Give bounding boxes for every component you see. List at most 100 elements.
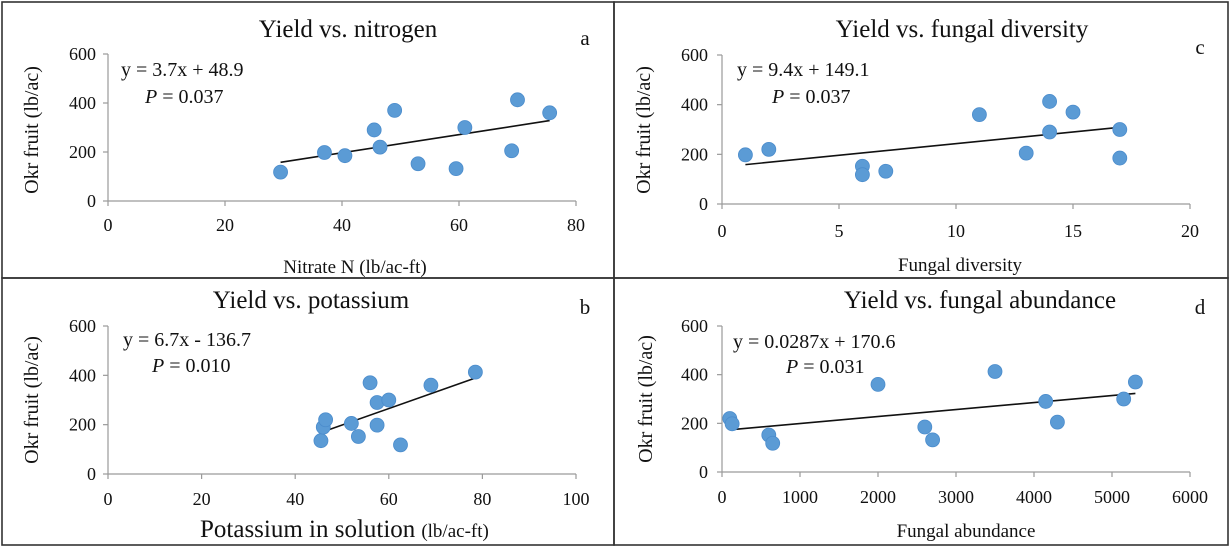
y-axis-label: Okr fruit (lb/ac) <box>633 66 655 194</box>
data-point <box>313 433 329 449</box>
regression-equation: y = 3.7x + 48.9 <box>121 59 244 81</box>
data-point <box>381 392 397 408</box>
x-tick-label: 1000 <box>782 487 818 507</box>
data-point <box>870 376 886 392</box>
data-point <box>366 122 382 138</box>
data-point <box>972 107 987 122</box>
x-axis-unit: (lb/ac-ft) <box>421 521 489 542</box>
x-tick-label: 20 <box>193 489 211 509</box>
y-tick-label: 400 <box>69 365 96 385</box>
x-tick-label: 5 <box>835 221 844 241</box>
data-point <box>1112 150 1128 166</box>
x-tick-label: 10 <box>947 221 965 241</box>
chart-panel-b: Yield vs. potassium b 0 200 400 600 0 20 40 60 80 1… <box>21 287 590 543</box>
data-point <box>987 364 1003 379</box>
data-point <box>738 147 753 163</box>
y-axis-label: Okr fruit (lb/ac) <box>635 335 657 463</box>
data-point <box>1042 94 1057 109</box>
x-axis-label: Fungal diversity <box>898 255 1023 276</box>
data-point <box>350 429 366 444</box>
data-point <box>1116 391 1132 407</box>
x-tick-label: 5000 <box>1094 487 1130 507</box>
y-axis-label: Okr fruit (lb/ac) <box>21 336 43 464</box>
data-point <box>878 163 894 179</box>
chart-title: Yield vs. fungal diversity <box>836 16 1089 43</box>
data-point <box>1038 394 1054 409</box>
data-point <box>317 145 332 160</box>
p-value-text: P = 0.010 <box>151 355 231 377</box>
regression-equation: y = 6.7x - 136.7 <box>123 329 251 351</box>
data-point <box>542 105 558 121</box>
panel-frame <box>613 1 1229 279</box>
data-point <box>318 412 334 428</box>
regression-equation: y = 9.4x + 149.1 <box>737 59 870 81</box>
x-axis-label: Potassium in solution <box>200 516 416 543</box>
chart-title: Yield vs. fungal abundance <box>844 287 1116 314</box>
data-point <box>343 416 359 431</box>
data-point <box>1112 122 1128 137</box>
p-value: = 0.037 <box>784 86 850 108</box>
x-axis-title: Potassium in solution (lb/ac-ft) <box>200 516 489 543</box>
chart-panel-a: Yield vs. nitrogen a 0 200 400 600 0 20 40 60 80 y … <box>21 16 590 278</box>
panel-letter: c <box>1195 35 1204 59</box>
x-tick-label: 80 <box>567 215 585 235</box>
data-point <box>510 92 525 108</box>
y-tick-label: 200 <box>69 415 96 435</box>
data-point <box>724 416 740 432</box>
y-tick-label: 0 <box>699 194 708 214</box>
x-tick-label: 20 <box>216 215 234 235</box>
x-tick-label: 6000 <box>1172 487 1208 507</box>
p-value-text: P = 0.037 <box>144 86 224 108</box>
y-tick-label: 200 <box>681 144 708 164</box>
data-point <box>369 417 385 433</box>
chart-title: Yield vs. nitrogen <box>259 16 438 43</box>
x-tick-label: 0 <box>718 487 727 507</box>
data-point <box>387 102 403 118</box>
p-value: = 0.037 <box>157 86 223 108</box>
data-point <box>504 143 520 159</box>
x-tick-label: 80 <box>473 489 491 509</box>
p-label: P <box>144 86 157 108</box>
x-axis-label: Nitrate N (lb/ac-ft) <box>283 257 426 278</box>
y-tick-label: 0 <box>87 191 96 211</box>
y-axis-label: Okr fruit (lb/ac) <box>21 66 43 194</box>
trendline <box>729 392 1136 431</box>
y-tick-label: 600 <box>69 316 96 336</box>
data-point <box>1050 414 1065 430</box>
y-tick-label: 0 <box>699 462 708 482</box>
data-point <box>410 156 426 172</box>
data-point <box>448 161 464 177</box>
data-point <box>761 141 777 157</box>
data-point <box>393 437 408 453</box>
data-point <box>372 139 388 155</box>
p-value: = 0.031 <box>798 356 864 378</box>
x-tick-label: 0 <box>104 489 113 509</box>
x-tick-label: 4000 <box>1016 487 1052 507</box>
x-tick-label: 3000 <box>938 487 974 507</box>
x-tick-label: 60 <box>380 489 398 509</box>
p-label: P <box>785 356 798 378</box>
panel-letter: d <box>1195 295 1206 319</box>
p-value: = 0.010 <box>164 355 230 377</box>
y-tick-label: 600 <box>681 316 708 336</box>
data-point <box>337 148 353 164</box>
data-point <box>423 377 439 393</box>
y-tick-label: 400 <box>69 93 96 113</box>
p-label: P <box>151 355 164 377</box>
x-tick-label: 60 <box>450 215 468 235</box>
x-axis-label: Fungal abundance <box>897 521 1036 542</box>
data-point <box>1065 104 1081 120</box>
chart-panel-c: Yield vs. fungal diversity c 0 200 400 600 0 5 1… <box>633 16 1205 276</box>
x-tick-label: 15 <box>1064 221 1082 241</box>
data-point <box>467 364 483 380</box>
data-point <box>457 120 473 135</box>
data-point <box>1128 374 1143 390</box>
p-label: P <box>771 86 784 108</box>
trendline <box>745 126 1120 166</box>
data-point <box>1018 145 1034 161</box>
panel-frame <box>613 277 1229 546</box>
data-point <box>765 435 781 451</box>
y-tick-label: 0 <box>87 464 96 484</box>
data-point <box>855 167 870 183</box>
